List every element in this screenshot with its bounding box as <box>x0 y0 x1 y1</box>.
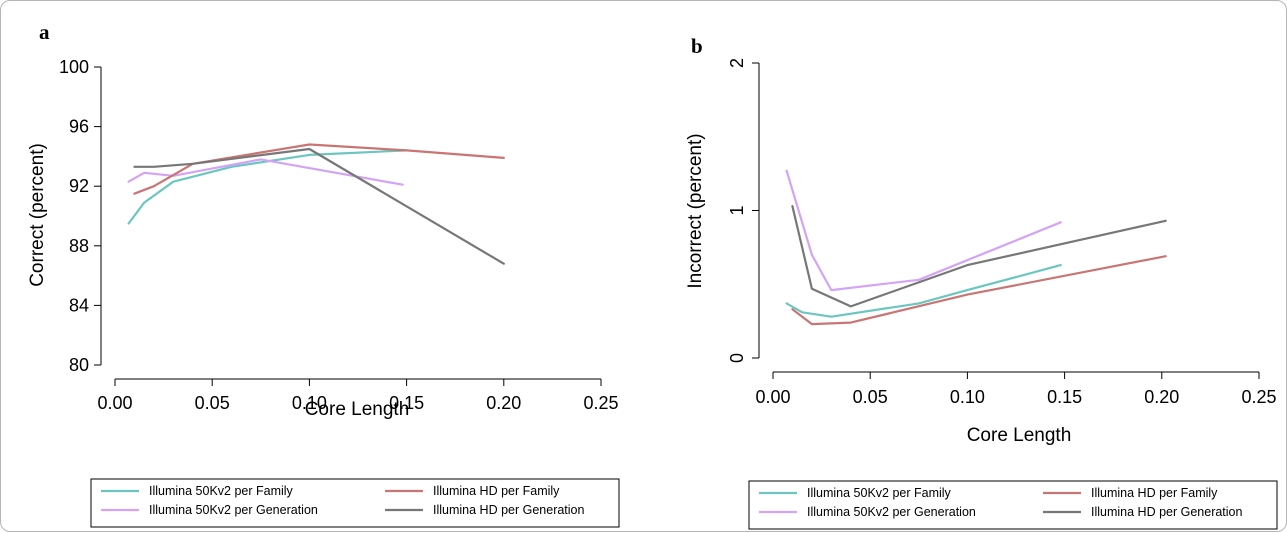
legend-box <box>90 478 620 528</box>
y-tick-label: 84 <box>69 295 89 315</box>
x-tick-label: 0.10 <box>950 387 985 407</box>
x-tick-label: 0.20 <box>486 393 521 413</box>
legend-entry-label: Illumina 50Kv2 per Family <box>149 484 294 498</box>
series-line-illumina-50kv2-per-generation <box>785 169 1062 292</box>
panel-a-letter: a <box>39 20 50 44</box>
panel-b-letter: b <box>691 34 703 58</box>
legend-entry-label: Illumina HD per Generation <box>1091 505 1243 519</box>
x-tick-label: 0.20 <box>1144 387 1179 407</box>
x-tick-label: 0.10 <box>292 393 327 413</box>
panel-a-legend: Illumina 50Kv2 per Family Illumina HD per… <box>90 478 620 528</box>
legend-entry-label: Illumina 50Kv2 per Generation <box>807 505 976 519</box>
y-tick-label: 96 <box>69 117 89 137</box>
legend-entry-label: Illumina 50Kv2 per Family <box>807 486 952 500</box>
x-tick-label: 0.00 <box>755 387 790 407</box>
series-line-illumina-50kv2-per-family <box>785 264 1062 318</box>
y-tick-label: 0 <box>727 353 747 363</box>
x-tick-label: 0.05 <box>853 387 888 407</box>
panel-a-y-axis-label: Correct (percent) <box>27 143 48 287</box>
x-tick-label: 0.25 <box>583 393 618 413</box>
x-tick-label: 0.05 <box>195 393 230 413</box>
legend-box <box>748 480 1278 530</box>
legend-entry-label: Illumina HD per Family <box>1091 486 1218 500</box>
panel-a-x-axis-label: Core Length <box>305 399 410 420</box>
x-tick-label: 0.25 <box>1241 387 1276 407</box>
series-line-illumina-hd-per-family <box>791 255 1167 326</box>
legend-entry-label: Illumina HD per Generation <box>433 503 585 517</box>
y-tick-label: 1 <box>727 205 747 215</box>
series-line-illumina-hd-per-family <box>133 143 505 195</box>
x-tick-label: 0.00 <box>97 393 132 413</box>
panel-b-x-axis-label: Core Length <box>967 425 1072 446</box>
panel-b-plot: 0.00 0.05 0.10 0.15 0.20 0.25 0 1 2 <box>727 58 1277 407</box>
y-tick-label: 100 <box>59 57 89 77</box>
x-tick-label: 0.15 <box>1047 387 1082 407</box>
panel-a-plot: 0.00 0.05 0.10 0.15 0.20 0.25 80 84 88 92 96 100 <box>59 57 619 413</box>
legend-entry-label: Illumina HD per Family <box>433 484 560 498</box>
panel-a: a 0.00 0.05 0.10 0.15 0.20 0.258084889296100 … <box>27 20 620 528</box>
x-tick-label: 0.15 <box>389 393 424 413</box>
panel-b-legend: Illumina 50Kv2 per Family Illumina HD per… <box>748 480 1278 530</box>
y-tick-label: 2 <box>727 58 747 68</box>
legend-entry-label: Illumina 50Kv2 per Generation <box>149 503 318 517</box>
y-tick-label: 88 <box>69 236 89 256</box>
y-tick-label: 92 <box>69 176 89 196</box>
panel-b: b 0.00 0.05 0.10 0.15 0.20 0.25 0 1 2 Core Lengt… <box>685 34 1278 530</box>
y-tick-label: 80 <box>69 355 89 375</box>
series-line-illumina-hd-per-generation <box>133 147 505 265</box>
series-line-illumina-hd-per-generation <box>791 205 1167 308</box>
panel-b-y-axis-label: Incorrect (percent) <box>685 133 706 288</box>
series-line-illumina-50kv2-per-family <box>127 149 408 225</box>
